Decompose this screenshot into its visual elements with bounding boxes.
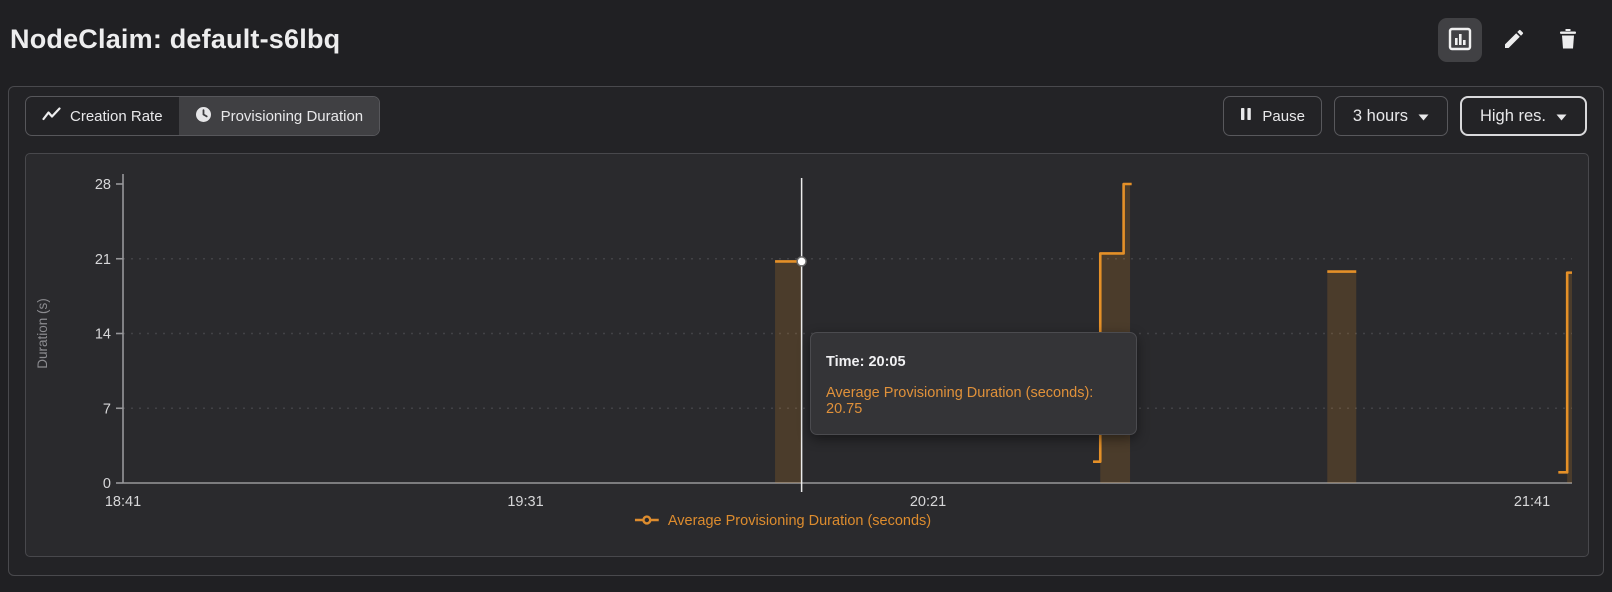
- pause-icon: [1240, 107, 1252, 125]
- trash-icon: [1556, 27, 1580, 54]
- series-area: [1327, 271, 1357, 483]
- header-actions: [1438, 18, 1590, 62]
- tooltip-series-value: Average Provisioning Duration (seconds):…: [826, 385, 1094, 417]
- legend-item[interactable]: Average Provisioning Duration (seconds): [634, 513, 932, 529]
- tab-label: Provisioning Duration: [220, 107, 364, 125]
- series-line: [1558, 271, 1572, 474]
- legend-marker-icon: [634, 514, 659, 529]
- hover-point: [796, 256, 807, 267]
- metrics-panel: Creation Rate Provisioning Duration: [8, 86, 1604, 576]
- delete-button[interactable]: [1546, 18, 1590, 62]
- metric-tabs: Creation Rate Provisioning Duration: [25, 96, 381, 136]
- chart-toolbar: Creation Rate Provisioning Duration: [25, 96, 1587, 136]
- time-range-select[interactable]: 3 hours: [1333, 96, 1448, 136]
- resolution-select[interactable]: High res.: [1459, 96, 1587, 136]
- pause-button[interactable]: Pause: [1223, 96, 1322, 136]
- caret-down-icon: [1418, 107, 1429, 126]
- provisioning-duration-chart-card: 0 7 14 21 28 18:41 19:31 20:21 21:41 Duration (s)…: [25, 153, 1589, 557]
- chart-controls: Pause 3 hours High res.: [1223, 96, 1587, 136]
- y-tick-label: 21: [95, 252, 111, 268]
- y-tick-label: 14: [95, 327, 111, 343]
- x-tick-label: 18:41: [105, 494, 141, 510]
- provisioning-duration-chart[interactable]: 0 7 14 21 28 18:41 19:31 20:21 21:41 Duration (s): [26, 154, 1588, 556]
- clock-icon: [195, 106, 212, 127]
- edit-button[interactable]: [1492, 18, 1536, 62]
- caret-down-icon: [1556, 107, 1567, 126]
- series-line: [1093, 182, 1132, 463]
- x-tick-label: 21:41: [1514, 494, 1550, 510]
- chart-view-button[interactable]: [1438, 18, 1482, 62]
- y-tick-label: 28: [95, 177, 111, 193]
- tab-label: Creation Rate: [70, 107, 163, 125]
- series-area: [775, 261, 802, 483]
- pause-label: Pause: [1262, 107, 1305, 125]
- y-tick-label: 7: [103, 401, 111, 417]
- tab-creation-rate[interactable]: Creation Rate: [26, 97, 179, 135]
- time-range-value: 3 hours: [1352, 106, 1408, 125]
- tooltip-time: Time: 20:05: [826, 354, 906, 370]
- pencil-icon: [1502, 27, 1526, 54]
- y-axis-title: Duration (s): [35, 298, 50, 369]
- trend-line-icon: [42, 107, 61, 125]
- series-area: [1567, 272, 1572, 483]
- tab-provisioning-duration[interactable]: Provisioning Duration: [178, 97, 380, 135]
- page-title: NodeClaim: default-s6lbq: [10, 24, 341, 54]
- x-tick-label: 19:31: [507, 494, 543, 510]
- y-tick-label: 0: [103, 476, 111, 492]
- resolution-value: High res.: [1479, 106, 1546, 125]
- legend-label: Average Provisioning Duration (seconds): [667, 513, 932, 529]
- bar-chart-icon: [1447, 26, 1473, 55]
- x-tick-label: 20:21: [910, 494, 946, 510]
- page-header: NodeClaim: default-s6lbq: [0, 0, 1612, 86]
- chart-tooltip: Time: 20:05 Average Provisioning Duratio…: [810, 332, 1137, 435]
